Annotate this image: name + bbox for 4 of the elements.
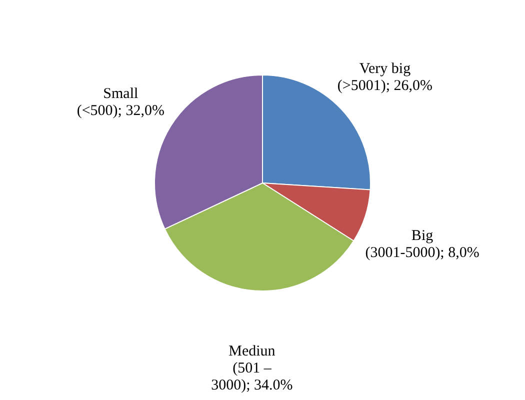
slice-label: Very big (>5001); 26,0%	[337, 60, 433, 94]
slice-label: Big (3001-5000); 8,0%	[365, 228, 480, 261]
slice-label: Mediun (501 – 3000); 34.0%	[211, 344, 293, 394]
slice-label: Small (<500); 32,0%	[76, 86, 164, 119]
